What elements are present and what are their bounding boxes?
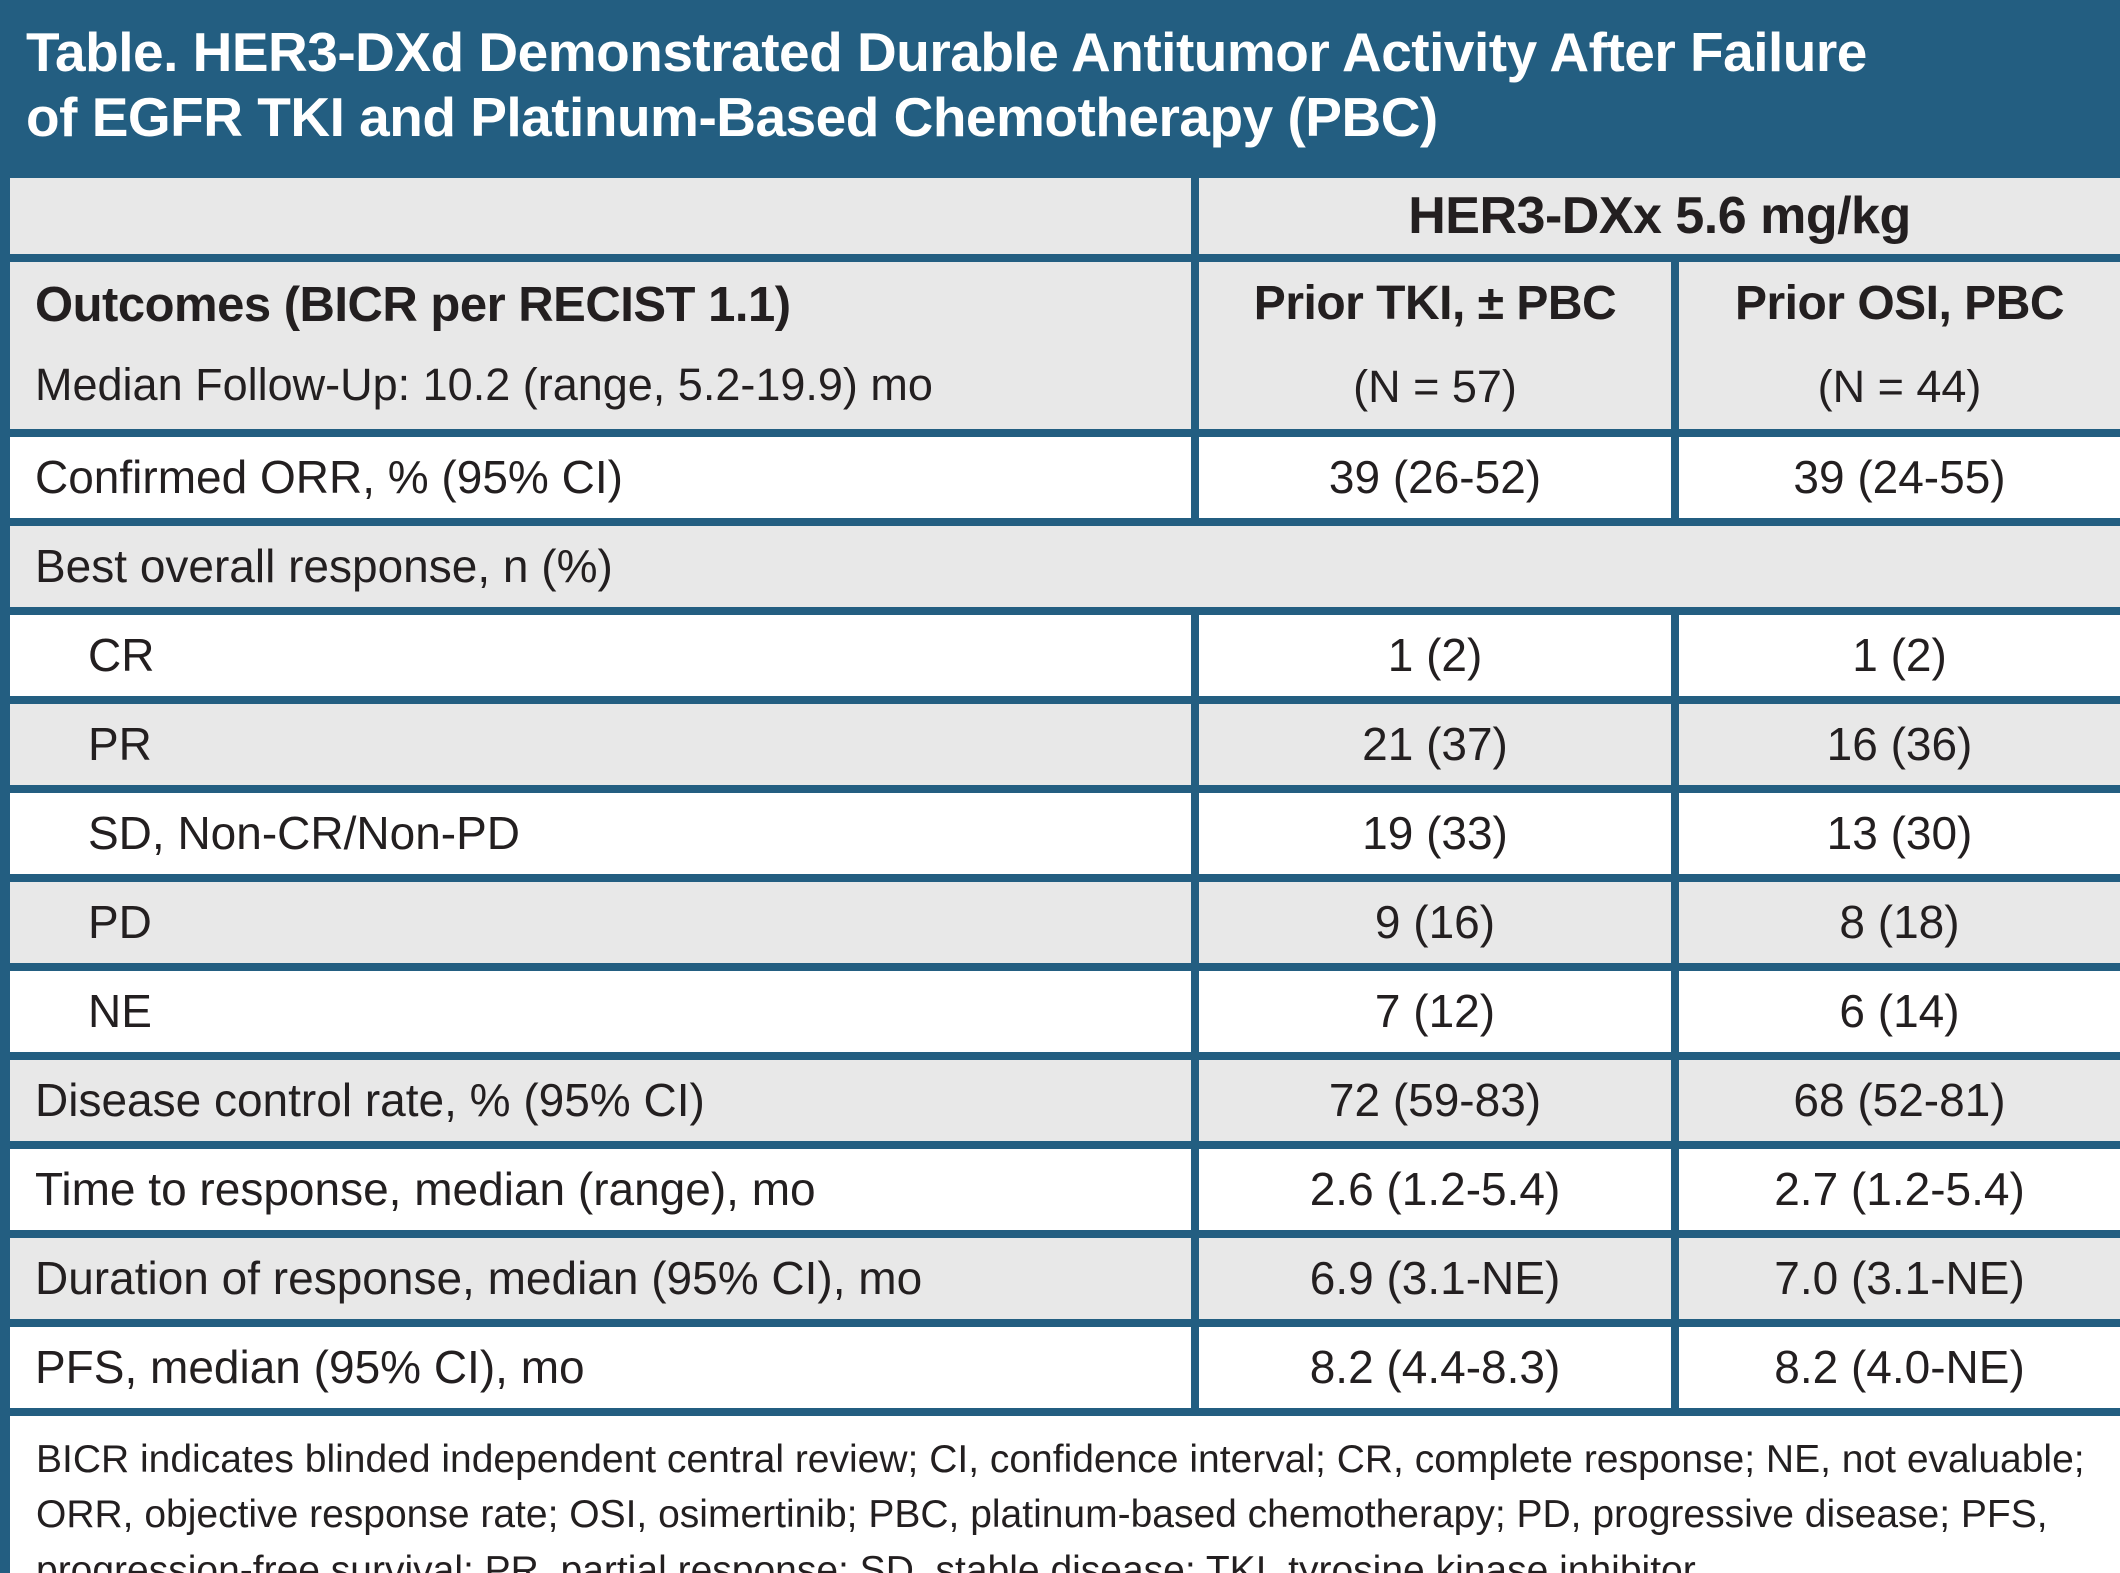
abbreviations-footnote: BICR indicates blinded independent centr…: [1, 1407, 2120, 1573]
results-table: HER3-DXx 5.6 mg/kg Outcomes (BICR per RE…: [0, 167, 2120, 1573]
table-row-ne: NE 7 (12) 6 (14): [1, 962, 2120, 1060]
table-row-pfs: PFS, median (95% CI), mo 8.2 (4.4-8.3) 8…: [1, 1318, 2120, 1416]
table-title-bar: Table. HER3-DXd Demonstrated Durable Ant…: [0, 0, 2120, 168]
row-value-osi: 68 (52-81): [1671, 1051, 2120, 1149]
table-row-duration-of-response: Duration of response, median (95% CI), m…: [1, 1229, 2120, 1327]
row-value-osi: 6 (14): [1671, 962, 2120, 1060]
table-title-line2: of EGFR TKI and Platinum-Based Chemother…: [26, 85, 1438, 148]
row-label: SD, Non-CR/Non-PD: [1, 784, 1199, 882]
row-label: CR: [1, 606, 1199, 704]
table-row-section-best-overall-response: Best overall response, n (%): [1, 517, 2120, 615]
table-row-pd: PD 9 (16) 8 (18): [1, 873, 2120, 971]
row-value-osi: 2.7 (1.2-5.4): [1671, 1140, 2120, 1238]
row-value-tki: 7 (12): [1191, 962, 1679, 1060]
outcomes-header-label: Outcomes (BICR per RECIST 1.1): [35, 278, 791, 333]
row-label: PD: [1, 873, 1199, 971]
table-row-cr: CR 1 (2) 1 (2): [1, 606, 2120, 704]
row-value-tki: 72 (59-83): [1191, 1051, 1679, 1149]
column-header-prior-tki-n: (N = 57): [1353, 360, 1517, 412]
table-row-time-to-response: Time to response, median (range), mo 2.6…: [1, 1140, 2120, 1238]
row-value-tki: 39 (26-52): [1191, 428, 1679, 526]
outcomes-header-cell: Outcomes (BICR per RECIST 1.1) Median Fo…: [1, 253, 1199, 437]
table-title-line1: Table. HER3-DXd Demonstrated Durable Ant…: [26, 21, 1867, 83]
row-value-tki: 1 (2): [1191, 606, 1679, 704]
table-row-sd: SD, Non-CR/Non-PD 19 (33) 13 (30): [1, 784, 2120, 882]
row-value-osi: 1 (2): [1671, 606, 2120, 704]
row-value-osi: 39 (24-55): [1671, 428, 2120, 526]
row-label: Time to response, median (range), mo: [1, 1140, 1199, 1238]
empty-corner-cell: [1, 168, 1199, 262]
row-value-tki: 8.2 (4.4-8.3): [1191, 1318, 1679, 1416]
table-row-confirmed-orr: Confirmed ORR, % (95% CI) 39 (26-52) 39 …: [1, 428, 2120, 526]
row-value-osi: 13 (30): [1671, 784, 2120, 882]
row-label: Duration of response, median (95% CI), m…: [1, 1229, 1199, 1327]
row-value-tki: 9 (16): [1191, 873, 1679, 971]
column-header-prior-osi-label: Prior OSI, PBC: [1734, 276, 2065, 330]
row-value-tki: 21 (37): [1191, 695, 1679, 793]
row-value-tki: 6.9 (3.1-NE): [1191, 1229, 1679, 1327]
table-row-column-headers: Outcomes (BICR per RECIST 1.1) Median Fo…: [1, 253, 2120, 437]
table-row-pr: PR 21 (37) 16 (36): [1, 695, 2120, 793]
row-label: PFS, median (95% CI), mo: [1, 1318, 1199, 1416]
column-header-prior-osi-n: (N = 44): [1817, 360, 1982, 412]
row-value-osi: 16 (36): [1671, 695, 2120, 793]
row-value-tki: 2.6 (1.2-5.4): [1191, 1140, 1679, 1238]
column-header-prior-tki: Prior TKI, ± PBC (N = 57): [1191, 253, 1679, 437]
median-followup-label: Median Follow-Up: 10.2 (range, 5.2-19.9)…: [35, 359, 933, 411]
row-label: PR: [1, 695, 1199, 793]
table-row-disease-control-rate: Disease control rate, % (95% CI) 72 (59-…: [1, 1051, 2120, 1149]
row-value-osi: 7.0 (3.1-NE): [1671, 1229, 2120, 1327]
section-header-label: Best overall response, n (%): [1, 517, 2120, 615]
row-label: Disease control rate, % (95% CI): [1, 1051, 1199, 1149]
row-label: Confirmed ORR, % (95% CI): [1, 428, 1199, 526]
table-row-group-header: HER3-DXx 5.6 mg/kg: [1, 168, 2120, 262]
row-value-osi: 8.2 (4.0-NE): [1671, 1318, 2120, 1416]
row-value-tki: 19 (33): [1191, 784, 1679, 882]
column-header-prior-osi: Prior OSI, PBC (N = 44): [1671, 253, 2120, 437]
row-label: NE: [1, 962, 1199, 1060]
table-row-footnote: BICR indicates blinded independent centr…: [1, 1407, 2120, 1573]
row-value-osi: 8 (18): [1671, 873, 2120, 971]
treatment-group-header: HER3-DXx 5.6 mg/kg: [1191, 168, 2120, 262]
column-header-prior-tki-label: Prior TKI, ± PBC: [1253, 276, 1617, 330]
